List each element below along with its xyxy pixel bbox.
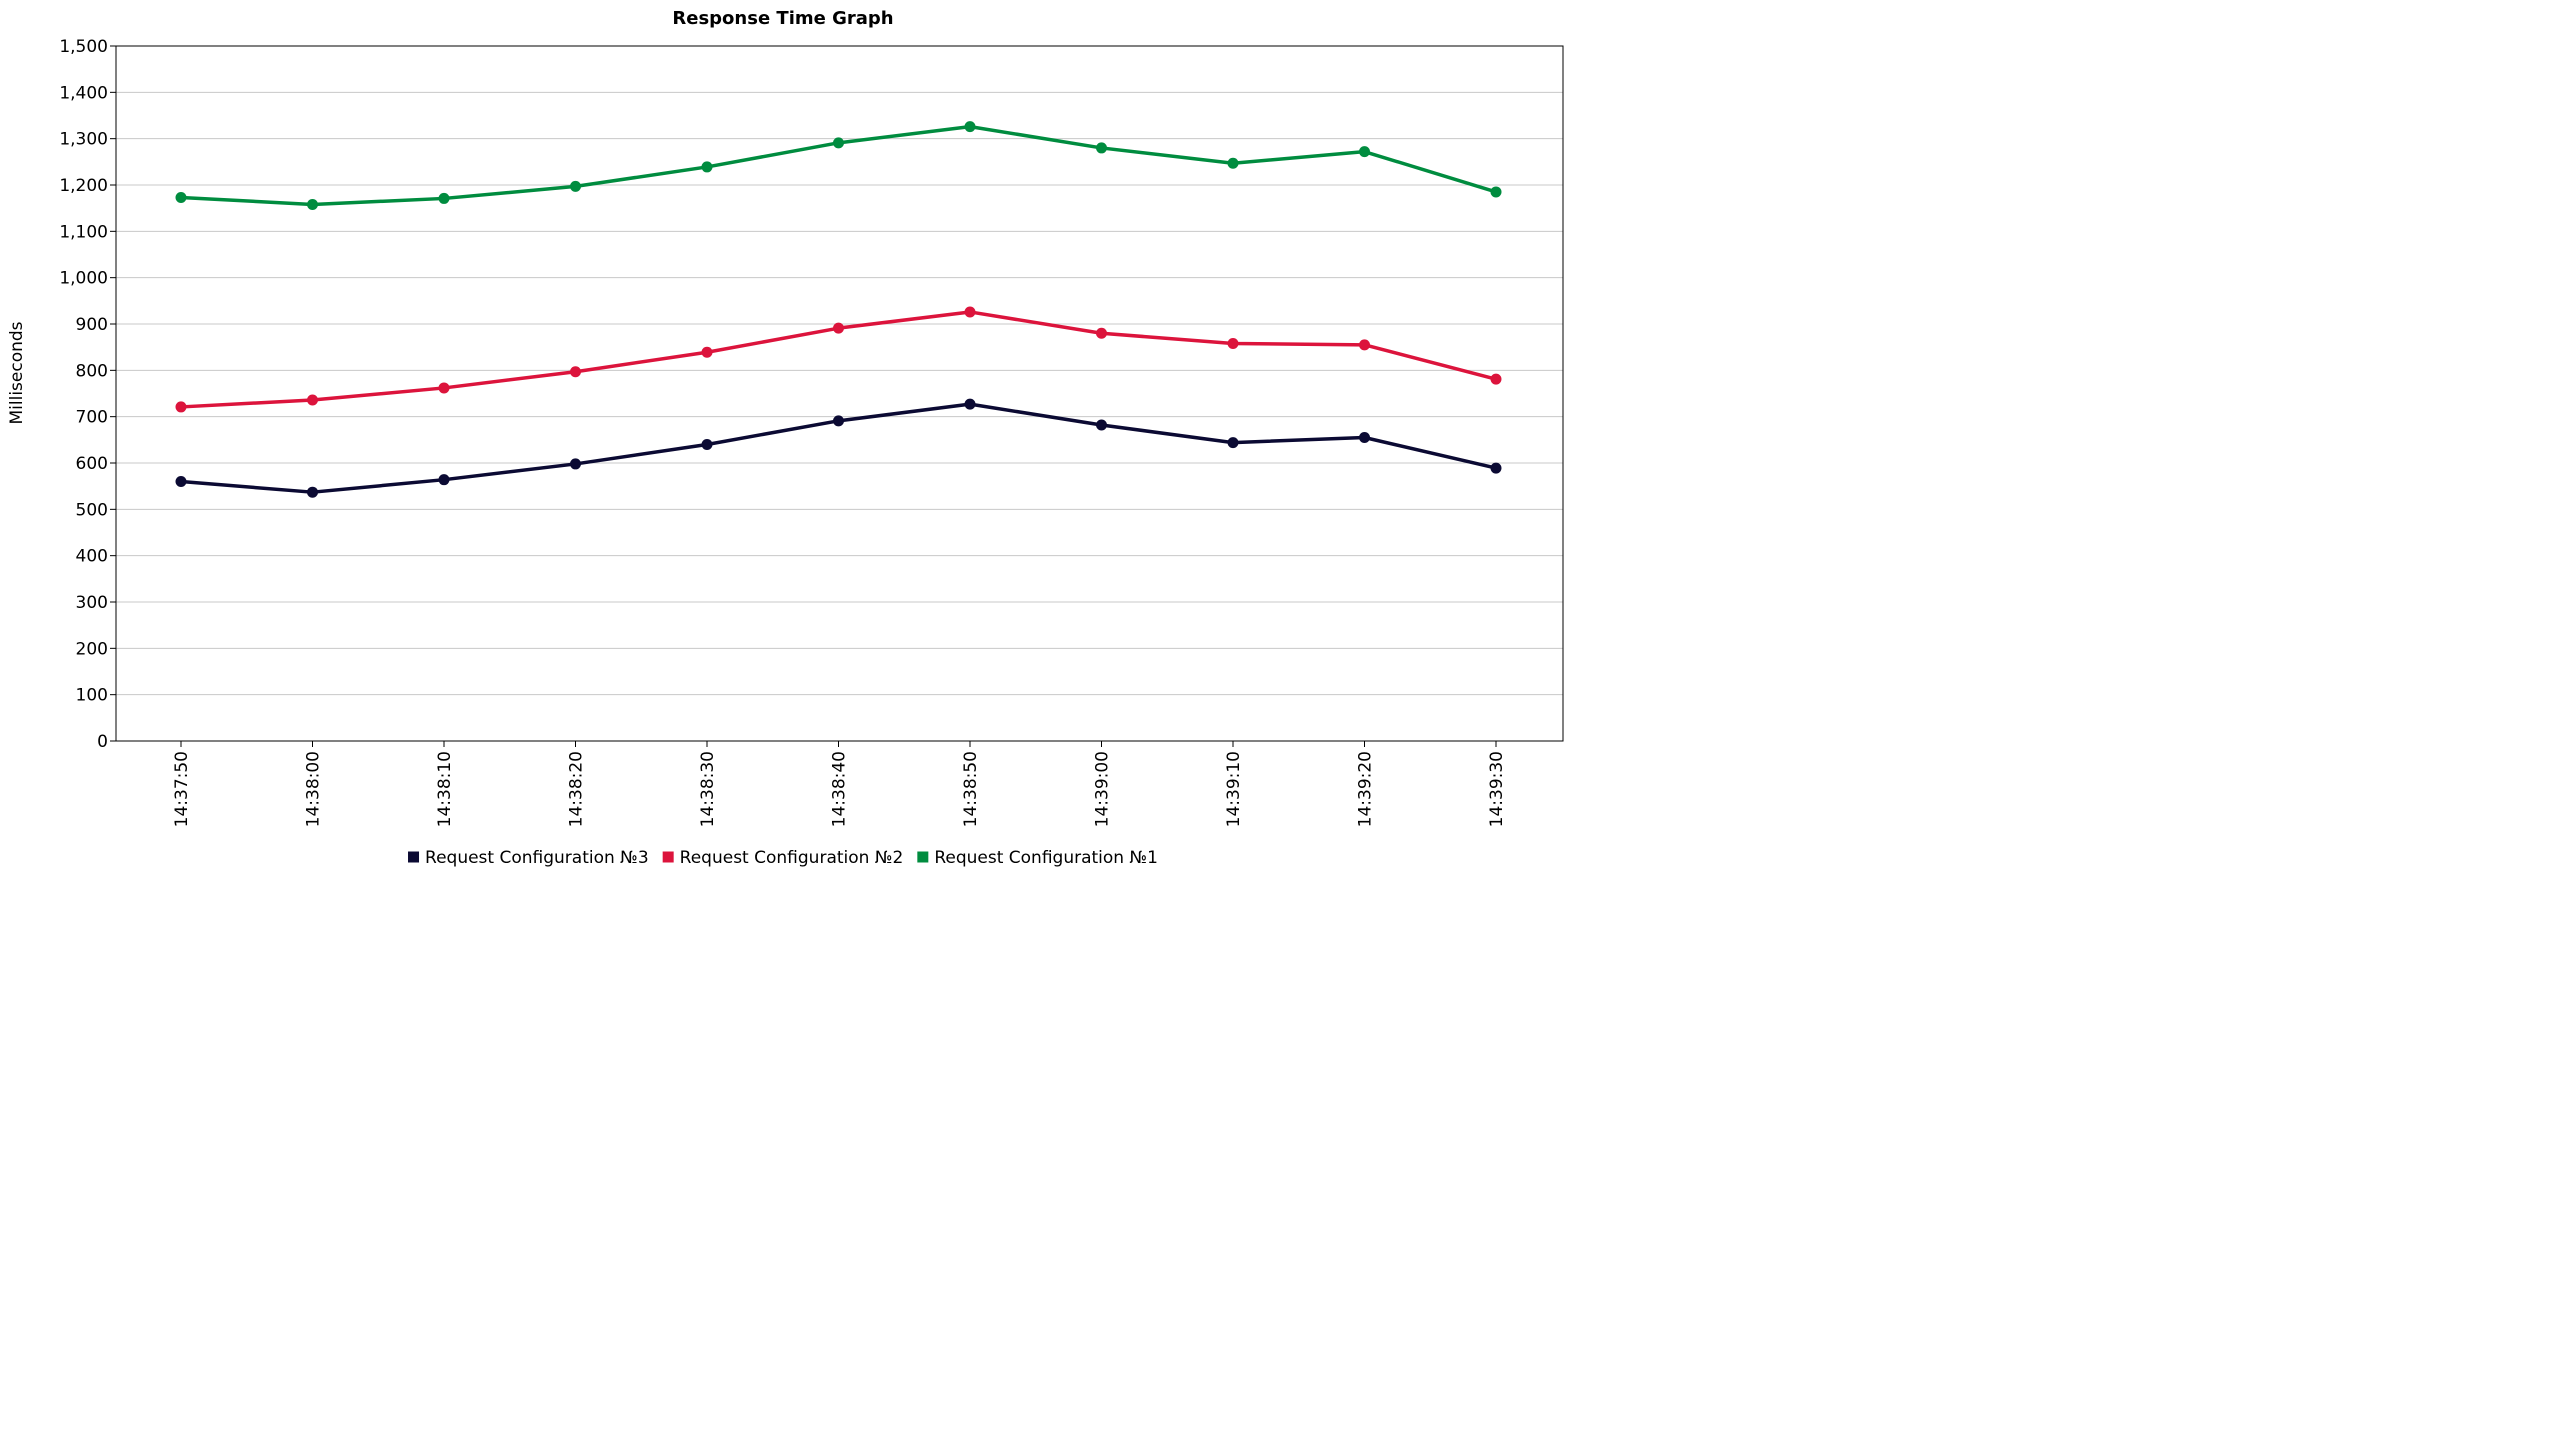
- x-tick-label: 14:38:20: [567, 751, 587, 827]
- series-lines: [175, 121, 1502, 498]
- y-tick-label: 900: [76, 315, 108, 335]
- data-point: [570, 180, 581, 192]
- data-point: [1490, 186, 1502, 198]
- x-tick-label: 14:38:40: [830, 751, 850, 827]
- x-tick-label: 14:37:50: [172, 751, 192, 827]
- data-point: [1227, 157, 1239, 169]
- y-tick-label: 700: [76, 408, 108, 428]
- data-point: [307, 486, 318, 498]
- x-tick-label: 14:39:20: [1356, 751, 1376, 827]
- data-point: [307, 394, 318, 406]
- data-point: [701, 346, 713, 358]
- data-point: [1359, 146, 1370, 158]
- x-tick-label: 14:39:30: [1487, 751, 1507, 827]
- y-tick-label: 500: [76, 500, 108, 520]
- x-tick-label: 14:38:30: [698, 751, 718, 827]
- x-tick-label: 14:39:10: [1224, 751, 1244, 827]
- x-tick-label: 14:39:00: [1093, 751, 1113, 827]
- y-tick-label: 1,300: [59, 130, 108, 150]
- y-tick-label: 1,000: [59, 269, 108, 289]
- data-point: [964, 398, 976, 410]
- y-tick-label: 1,400: [59, 83, 108, 103]
- y-tick-label: 200: [76, 639, 108, 659]
- data-point: [175, 192, 187, 204]
- y-tick-label: 300: [76, 593, 108, 613]
- series-group: [175, 121, 1502, 210]
- grid-lines: [116, 91, 1563, 696]
- legend-swatch: [917, 851, 929, 863]
- legend-swatch: [408, 851, 420, 863]
- data-point: [307, 198, 318, 210]
- data-point: [833, 415, 844, 427]
- y-tick-label: 800: [76, 361, 108, 381]
- legend-swatch: [662, 851, 674, 863]
- data-point: [964, 121, 976, 133]
- legend-label: Request Configuration №3: [425, 848, 649, 868]
- response-time-line-chart: Response Time Graph 0 100 200 300 400 500 600 7…: [7, 8, 1564, 868]
- data-point: [175, 476, 187, 488]
- data-point: [833, 137, 844, 149]
- y-tick-label: 400: [76, 547, 108, 567]
- y-tick-label: 100: [76, 686, 108, 706]
- data-point: [438, 382, 450, 394]
- data-point: [1359, 432, 1370, 444]
- data-point: [1490, 462, 1502, 474]
- x-tick-label: 14:38:00: [304, 751, 324, 827]
- data-point: [1359, 339, 1370, 351]
- y-axis-label: Milliseconds: [7, 321, 27, 424]
- data-point: [1096, 419, 1107, 431]
- y-axis: 0 100 200 300 400 500 600 700 800 900 1,000 1,100 1,…: [59, 37, 116, 752]
- legend: Request Configuration №3 Request Configur…: [408, 848, 1158, 868]
- y-tick-label: 600: [76, 454, 108, 474]
- plot-frame: [115, 45, 1564, 742]
- chart-title: Response Time Graph: [672, 8, 893, 29]
- y-tick-label: 0: [97, 732, 108, 752]
- data-point: [1490, 373, 1502, 385]
- series-group: [175, 306, 1502, 413]
- data-point: [701, 161, 713, 173]
- legend-label: Request Configuration №2: [680, 848, 904, 868]
- data-point: [1096, 142, 1107, 154]
- data-point: [570, 366, 581, 378]
- data-point: [175, 401, 187, 413]
- data-point: [570, 458, 581, 470]
- data-point: [833, 322, 844, 334]
- x-tick-label: 14:38:50: [961, 751, 981, 827]
- x-axis: 14:37:50 14:38:00 14:38:10 14:38:20 14:38:30…: [172, 741, 1507, 827]
- y-tick-label: 1,200: [59, 176, 108, 196]
- series-group: [175, 398, 1502, 498]
- data-point: [964, 306, 976, 318]
- y-tick-label: 1,500: [59, 37, 108, 57]
- data-point: [1227, 337, 1239, 349]
- data-point: [1227, 437, 1239, 449]
- data-point: [1096, 327, 1107, 339]
- y-tick-label: 1,100: [59, 222, 108, 242]
- legend-label: Request Configuration №1: [934, 848, 1158, 868]
- data-point: [438, 474, 450, 486]
- data-point: [701, 438, 713, 450]
- chart-container: Response Time Graph 0 100 200 300 400 500 600 7…: [0, 0, 1568, 880]
- data-point: [438, 192, 450, 204]
- x-tick-label: 14:38:10: [435, 751, 455, 827]
